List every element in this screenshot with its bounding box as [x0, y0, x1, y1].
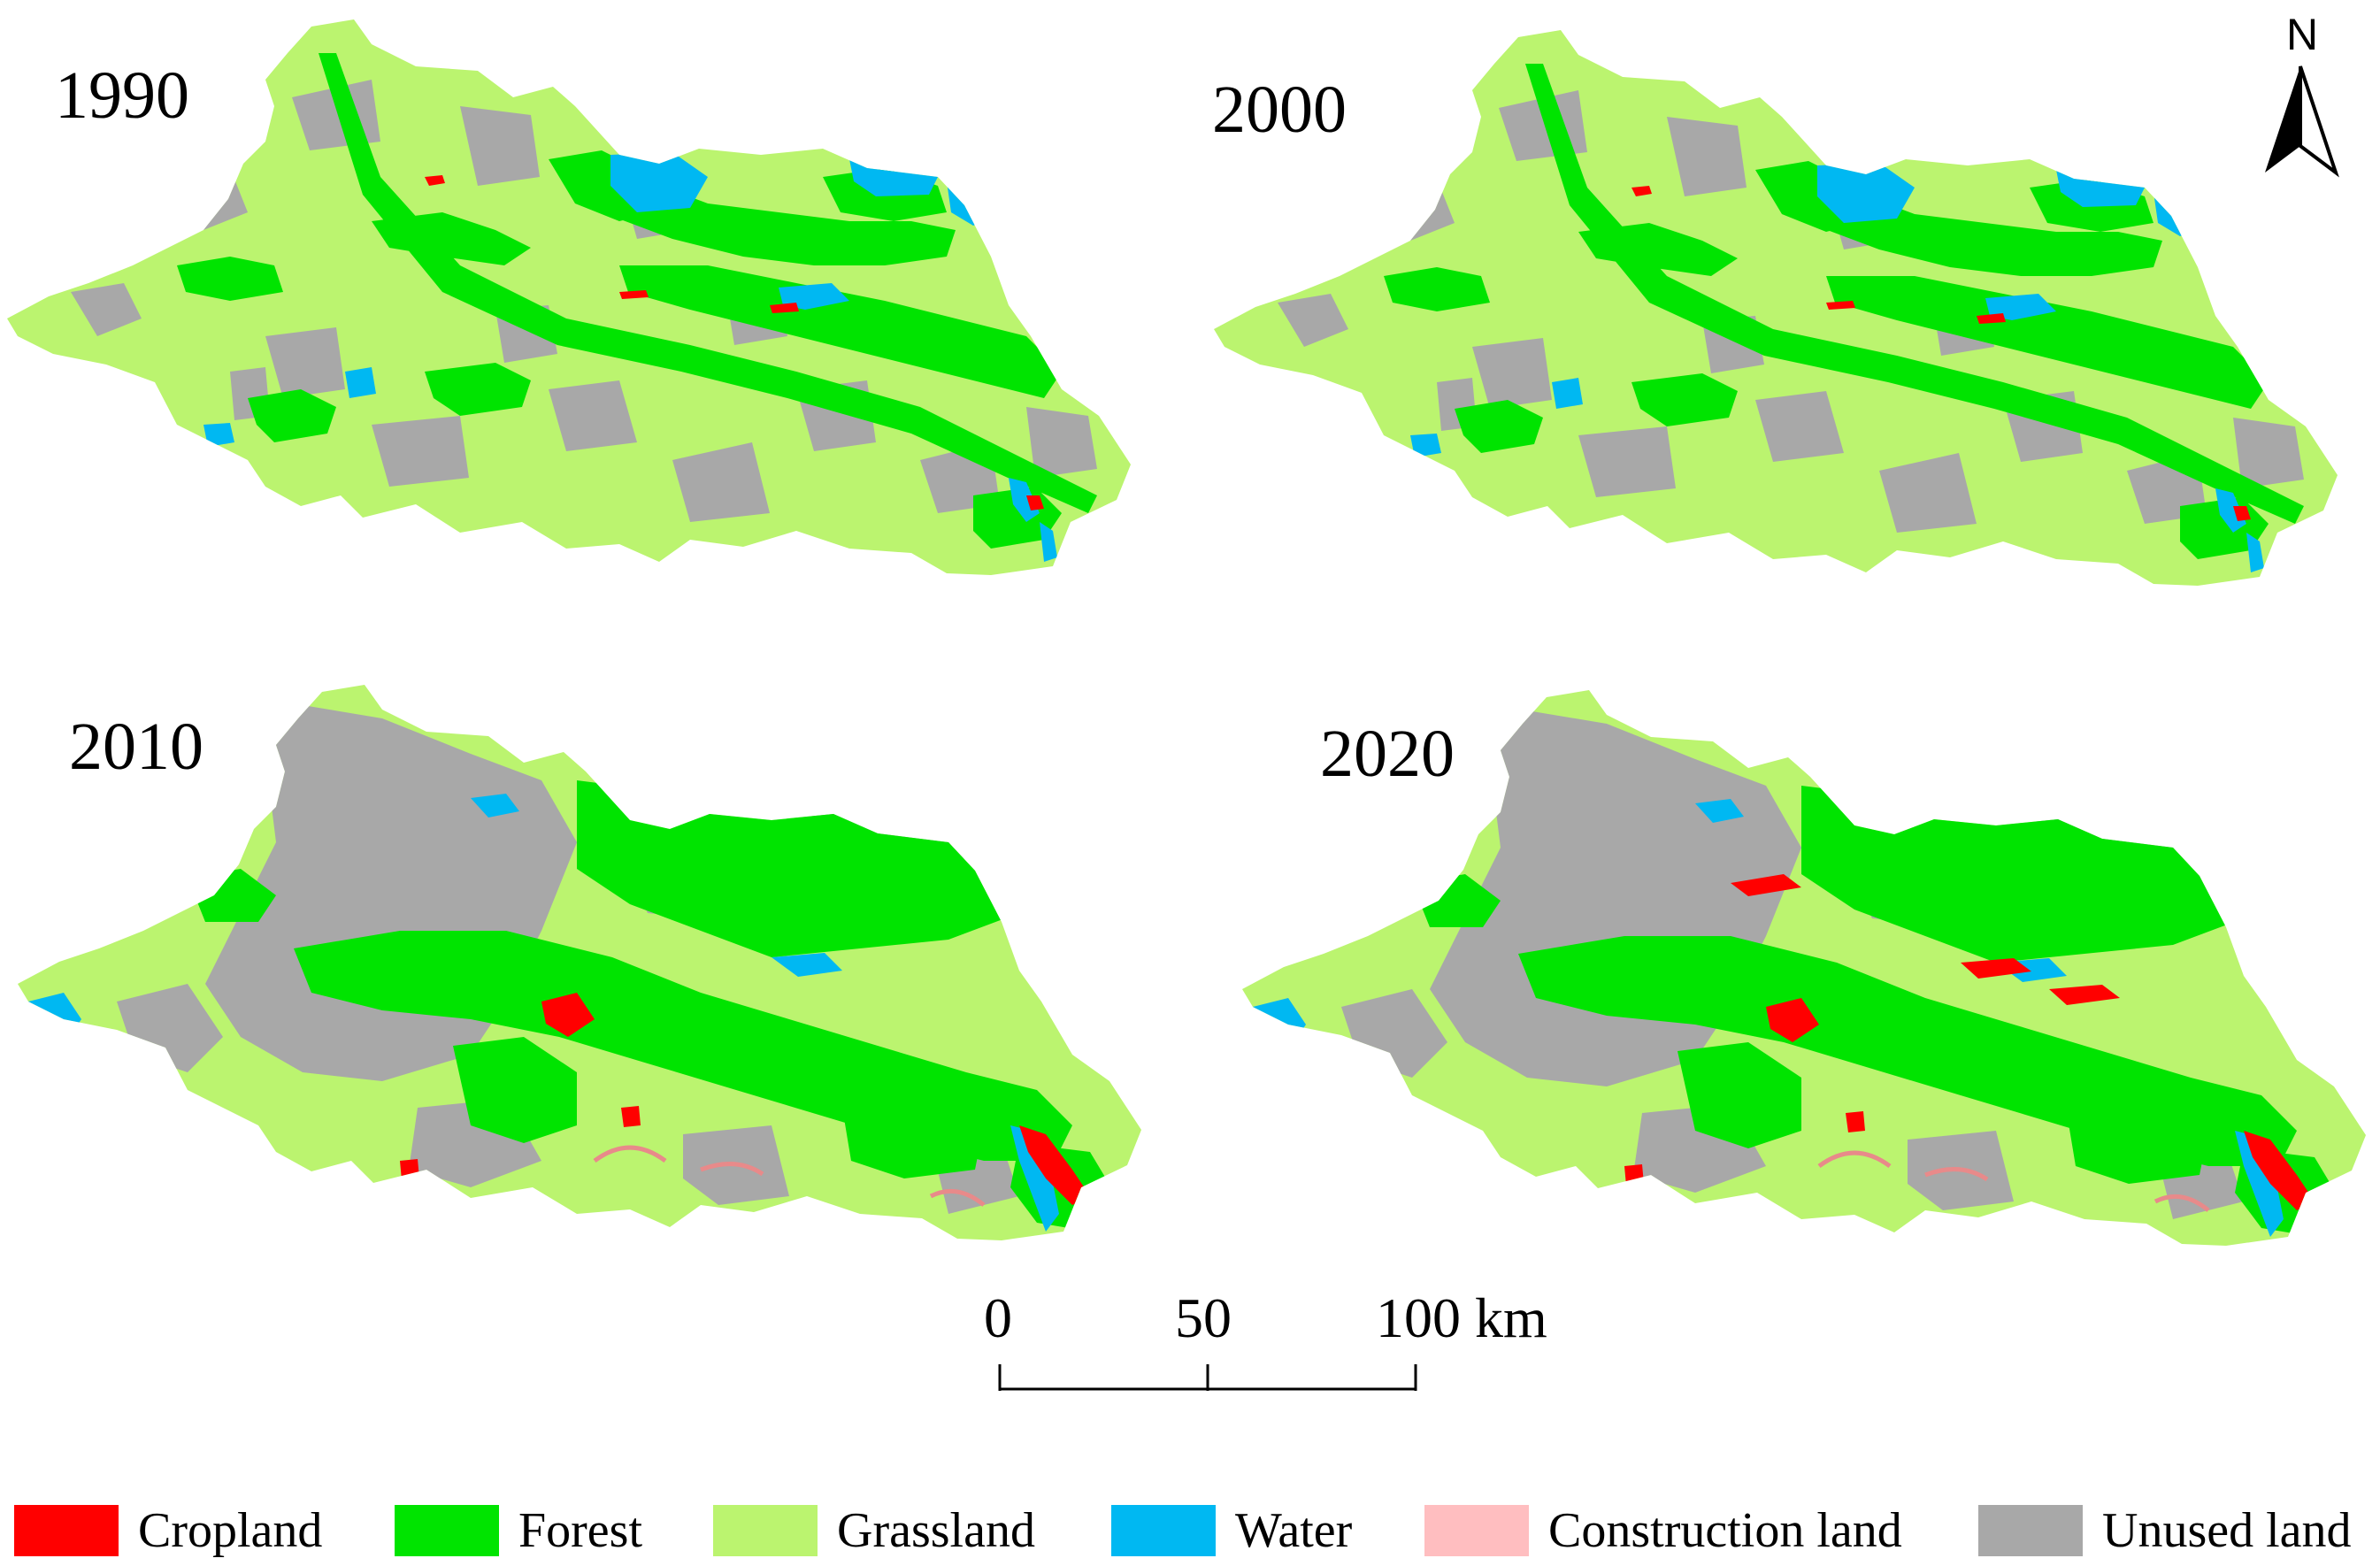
legend-swatch-cropland	[14, 1505, 119, 1556]
legend-item-construction-land: Construction land	[1424, 1503, 1902, 1558]
legend-swatch-water	[1111, 1505, 1216, 1556]
scale-tick-label-50: 50	[1175, 1286, 1232, 1349]
legend-label-water: Water	[1235, 1503, 1353, 1558]
north-arrow-icon	[2265, 65, 2339, 178]
legend-label-grassland: Grassland	[837, 1503, 1035, 1558]
legend-swatch-forest	[395, 1505, 499, 1556]
scale-tick-label-0: 0	[984, 1286, 1012, 1349]
legend-swatch-grassland	[713, 1505, 818, 1556]
legend-label-unused-land: Unused land	[2102, 1503, 2352, 1558]
map-panel-2000	[1214, 30, 2338, 586]
map-panel-2010	[18, 685, 1141, 1240]
scale-bar	[998, 1364, 1417, 1391]
legend-item-water: Water	[1111, 1503, 1353, 1558]
land-use-patches	[28, 701, 1117, 1232]
legend-swatch-unused-land	[1978, 1505, 2083, 1556]
map-year-label-1990: 1990	[55, 58, 189, 133]
legend-item-grassland: Grassland	[713, 1503, 1035, 1558]
map-panel-2020	[1242, 690, 2366, 1246]
legend-item-forest: Forest	[395, 1503, 642, 1558]
legend-label-forest: Forest	[518, 1503, 642, 1558]
map-year-label-2000: 2000	[1212, 73, 1347, 147]
legend-label-construction-land: Construction land	[1548, 1503, 1902, 1558]
land-use-patches	[1253, 706, 2341, 1237]
scale-tick-label-100: 100 km	[1376, 1286, 1547, 1349]
legend-swatch-construction-land	[1424, 1505, 1529, 1556]
legend: Cropland Forest Grassland Water Construc…	[0, 1503, 2380, 1558]
legend-item-cropland: Cropland	[14, 1503, 323, 1558]
legend-label-cropland: Cropland	[138, 1503, 323, 1558]
north-label: N	[2286, 10, 2319, 59]
map-year-label-2010: 2010	[69, 710, 203, 784]
map-year-label-2020: 2020	[1320, 717, 1455, 791]
legend-item-unused-land: Unused land	[1978, 1503, 2352, 1558]
